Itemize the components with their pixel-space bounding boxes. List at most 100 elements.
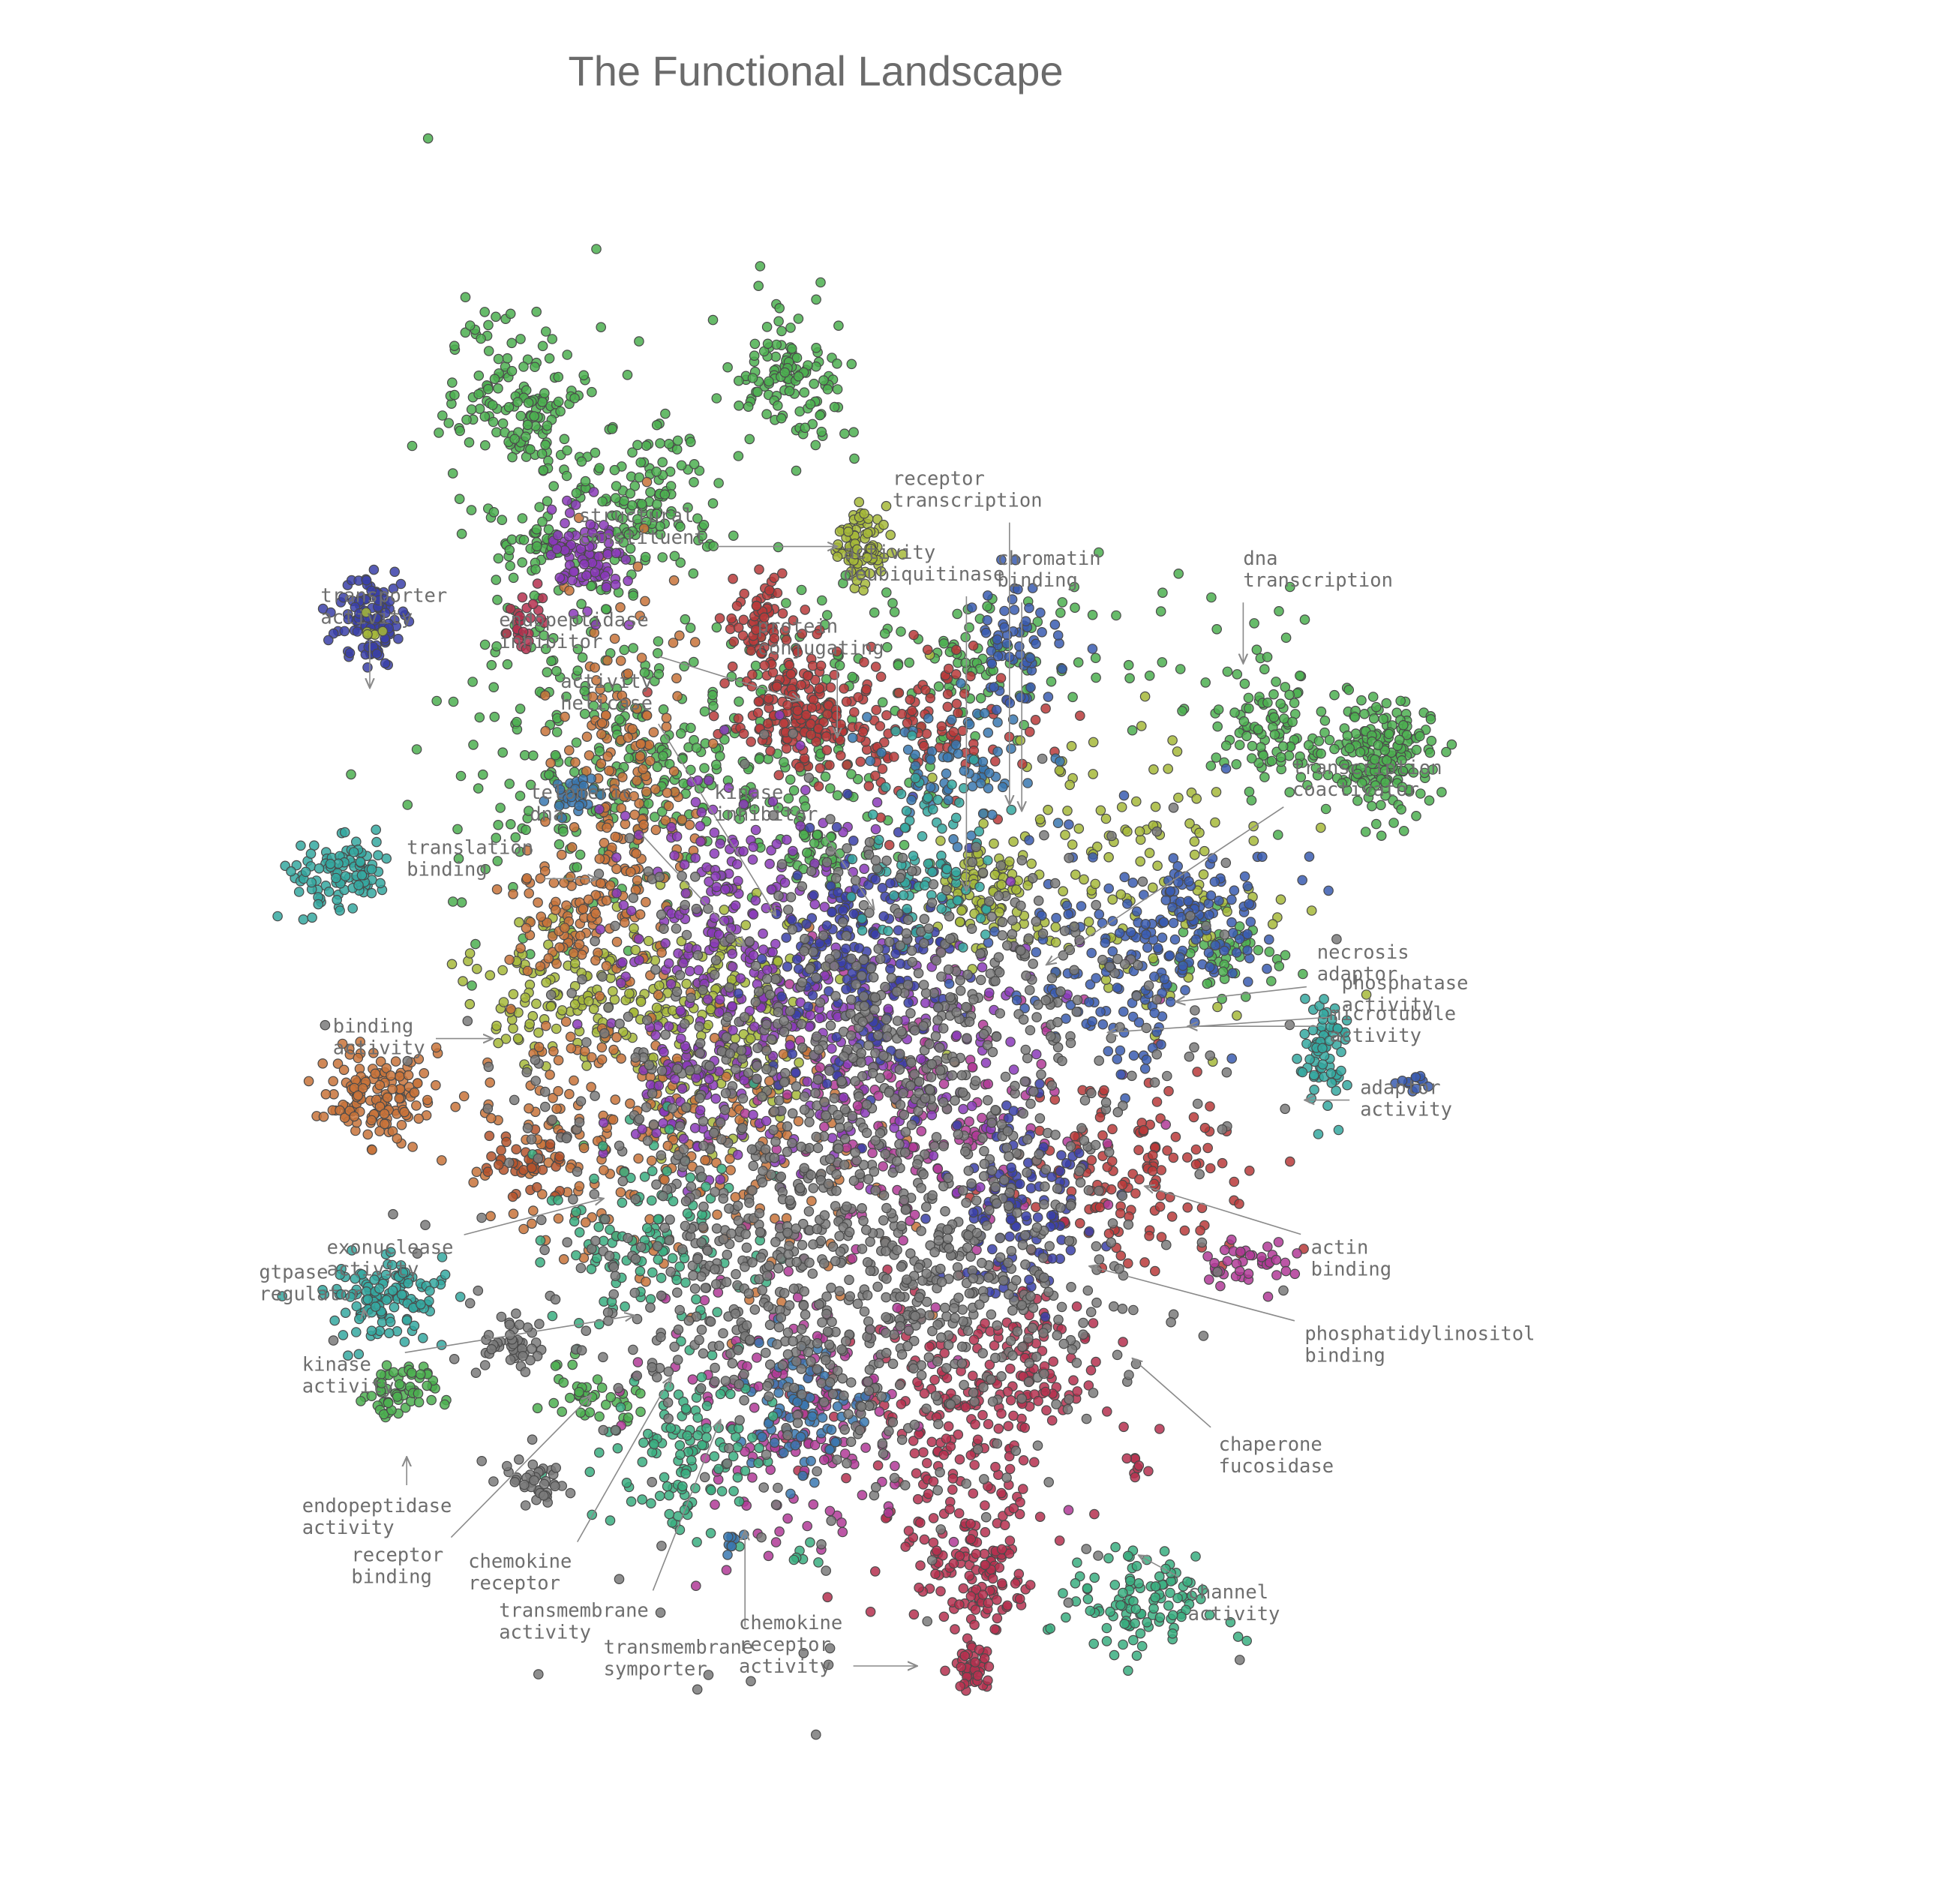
data-point xyxy=(1094,1112,1106,1123)
data-point xyxy=(1148,764,1159,775)
data-point xyxy=(628,643,638,653)
data-point xyxy=(644,755,656,767)
data-point xyxy=(617,513,628,524)
data-point xyxy=(792,705,803,716)
data-point xyxy=(394,1071,405,1082)
data-point xyxy=(977,1409,988,1421)
data-point xyxy=(926,1109,938,1121)
data-point xyxy=(467,980,477,991)
data-point xyxy=(748,842,758,852)
data-point xyxy=(615,656,626,666)
data-point xyxy=(846,359,857,370)
data-point xyxy=(488,416,499,428)
data-point xyxy=(841,696,852,707)
points-layer xyxy=(272,133,1457,1740)
data-point xyxy=(1018,1455,1029,1466)
data-point xyxy=(800,801,811,812)
data-point xyxy=(831,821,842,833)
data-point xyxy=(636,653,647,663)
data-point xyxy=(504,779,515,789)
data-point xyxy=(745,1033,756,1044)
data-point xyxy=(1285,581,1295,593)
data-point xyxy=(827,1043,837,1054)
data-point xyxy=(983,1418,994,1430)
data-point xyxy=(929,1374,940,1385)
data-point xyxy=(625,866,636,878)
data-point xyxy=(458,976,468,986)
data-point xyxy=(383,1397,394,1409)
data-point xyxy=(750,660,761,671)
data-point xyxy=(1107,1124,1118,1135)
data-point xyxy=(1117,1179,1128,1190)
data-point xyxy=(709,827,720,838)
data-point xyxy=(542,420,553,431)
data-point xyxy=(566,842,578,853)
data-point xyxy=(413,1388,424,1399)
data-point xyxy=(1411,811,1421,821)
data-point xyxy=(758,928,768,939)
data-point xyxy=(809,899,821,910)
data-point xyxy=(1280,632,1292,643)
data-point xyxy=(1239,678,1250,689)
data-point xyxy=(531,541,542,552)
data-point xyxy=(491,311,501,323)
data-point xyxy=(831,710,842,721)
data-point xyxy=(1046,1415,1058,1426)
data-point xyxy=(476,333,486,344)
data-point xyxy=(687,1374,698,1385)
data-point xyxy=(553,371,564,383)
data-point xyxy=(801,919,812,929)
data-point xyxy=(422,1094,433,1106)
data-point xyxy=(477,769,488,780)
data-point xyxy=(1213,704,1224,715)
data-point xyxy=(1154,1201,1166,1212)
data-point xyxy=(833,320,844,331)
data-point xyxy=(1275,894,1286,905)
data-point xyxy=(1395,695,1406,707)
data-point xyxy=(571,737,582,748)
data-point xyxy=(713,1287,724,1298)
data-point xyxy=(1195,1225,1205,1236)
data-point xyxy=(798,830,809,840)
data-point xyxy=(947,1473,959,1484)
data-point xyxy=(674,630,685,641)
data-point xyxy=(1182,1202,1193,1213)
data-point xyxy=(648,727,659,737)
data-point xyxy=(502,659,513,670)
data-point xyxy=(922,644,933,656)
data-point xyxy=(896,626,906,637)
data-point xyxy=(1091,672,1101,683)
data-point xyxy=(537,341,548,352)
data-point xyxy=(653,1080,665,1091)
data-point xyxy=(836,750,846,761)
data-point xyxy=(791,1067,801,1078)
data-point xyxy=(491,641,502,652)
data-point xyxy=(686,722,696,734)
data-point xyxy=(640,596,650,607)
data-point xyxy=(466,404,477,415)
data-point xyxy=(1262,1241,1273,1252)
data-point xyxy=(431,1080,441,1091)
data-point xyxy=(1279,713,1289,724)
data-point xyxy=(560,518,570,529)
data-point xyxy=(889,607,900,617)
data-point xyxy=(663,958,674,969)
data-point xyxy=(705,1004,716,1015)
data-point xyxy=(655,438,665,449)
data-point xyxy=(1205,761,1217,771)
data-point xyxy=(846,769,857,779)
data-point xyxy=(1127,725,1138,736)
data-point xyxy=(662,788,673,798)
data-point xyxy=(1238,716,1250,727)
cluster-7 xyxy=(443,292,644,512)
data-point xyxy=(599,1165,609,1175)
data-point xyxy=(1054,765,1065,776)
data-point xyxy=(1371,701,1382,713)
data-point xyxy=(685,623,696,633)
data-point xyxy=(624,988,635,999)
data-point xyxy=(1070,869,1081,880)
data-point xyxy=(897,549,908,560)
data-point xyxy=(738,614,749,626)
data-point xyxy=(872,1460,884,1471)
data-point xyxy=(545,1139,556,1150)
